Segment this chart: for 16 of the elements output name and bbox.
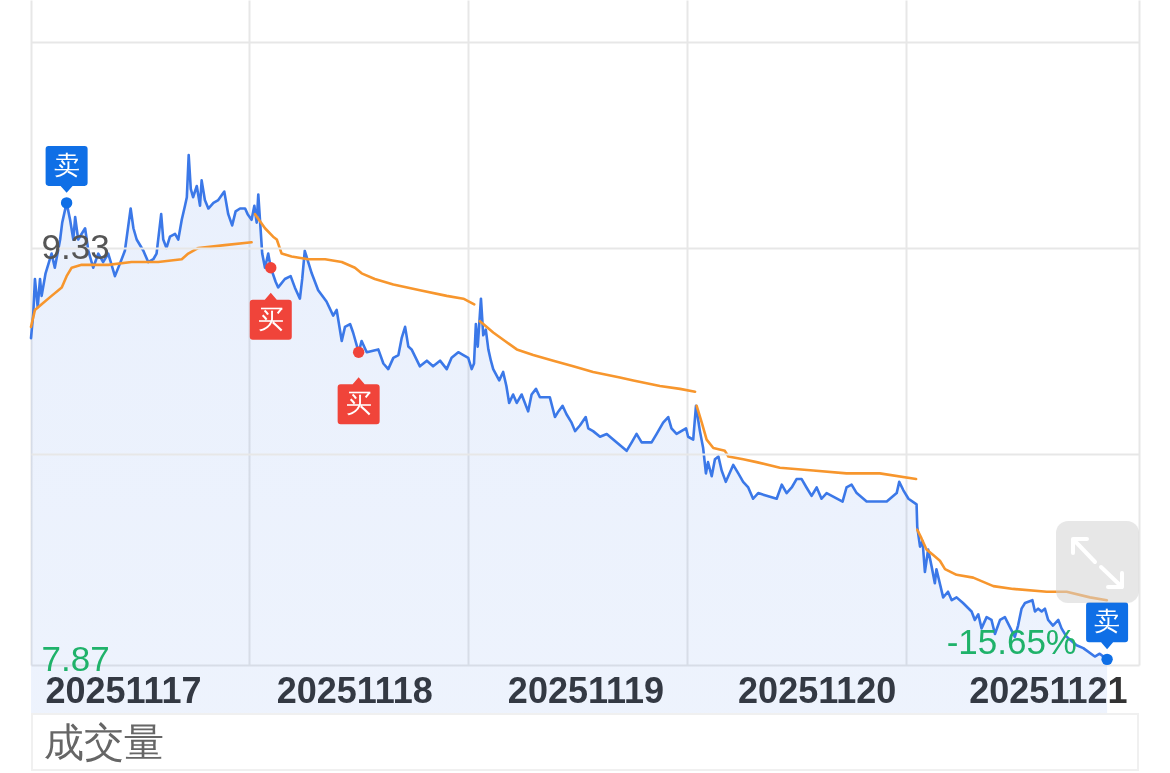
y-tick-label: 9.33	[41, 227, 110, 267]
annotation: -15.65%	[946, 622, 1077, 661]
point	[1101, 653, 1113, 666]
point	[352, 346, 365, 358]
series-label: 卖	[53, 149, 80, 180]
x-tick-label: 20251121	[969, 669, 1128, 711]
text: 成交量	[44, 719, 164, 766]
x-tick-label: 20251120	[738, 669, 897, 711]
text: 卖	[1094, 606, 1121, 637]
text: 买	[345, 388, 372, 419]
series-label: 买	[257, 303, 284, 334]
y-tick-label: 7.87	[41, 638, 110, 678]
point	[265, 262, 277, 274]
x-tick-label: 20251119	[507, 669, 665, 711]
point	[60, 197, 73, 209]
x-tick-label: 20251118	[276, 669, 433, 711]
